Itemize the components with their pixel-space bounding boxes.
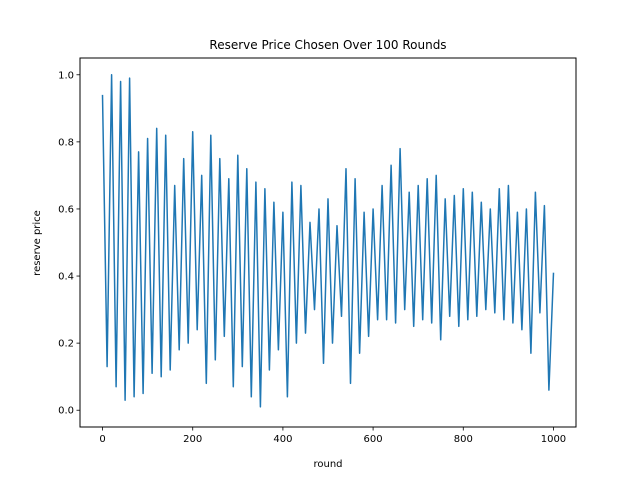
x-tick-label: 1000 xyxy=(541,434,566,445)
y-axis: 0.0 0.2 0.4 0.6 0.8 1.0 xyxy=(58,70,80,417)
x-tick-label: 600 xyxy=(364,434,383,445)
series-line-0 xyxy=(101,74,555,408)
axes-frame xyxy=(79,57,577,428)
y-axis-label: reserve price xyxy=(32,210,43,276)
chart-title: Reserve Price Chosen Over 100 Rounds xyxy=(209,38,446,52)
x-tick-label: 800 xyxy=(454,434,473,445)
plot-area xyxy=(101,74,555,408)
y-tick-label: 0.4 xyxy=(58,272,74,283)
y-tick-label: 0.8 xyxy=(58,137,74,148)
x-tick-label: 0 xyxy=(99,434,105,445)
y-tick-label: 1.0 xyxy=(58,70,74,81)
x-tick-label: 400 xyxy=(273,434,292,445)
y-tick-label: 0.6 xyxy=(58,204,74,215)
y-tick-label: 0.2 xyxy=(58,339,74,350)
x-tick-label: 200 xyxy=(183,434,202,445)
x-axis-label: round xyxy=(313,459,342,470)
y-tick-label: 0.0 xyxy=(58,406,74,417)
x-axis: 0 200 400 600 800 1000 xyxy=(99,427,566,445)
